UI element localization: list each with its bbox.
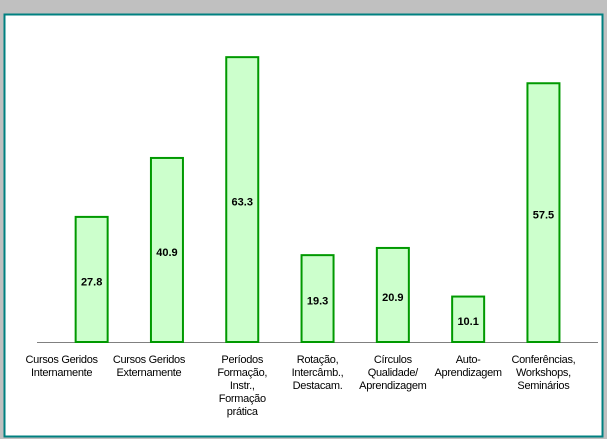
- x-tick-label: Períodos Formação, Instr., Formação prát…: [217, 354, 268, 418]
- bar: [225, 56, 260, 344]
- bar: [149, 156, 184, 343]
- x-tick-label: Rotação, Intercâmb., Destacam.: [291, 354, 344, 392]
- value-label: 57.5: [533, 210, 554, 222]
- bar: [74, 215, 109, 343]
- value-label: 63.3: [232, 196, 253, 208]
- bar: [451, 295, 486, 343]
- value-label: 10.1: [457, 316, 478, 328]
- value-label: 40.9: [156, 247, 177, 259]
- x-tick-label: Conferências, Workshops, Seminários: [511, 354, 576, 392]
- bar: [375, 246, 410, 343]
- x-tick-label: Cursos Geridos Externamente: [112, 354, 186, 379]
- value-label: 19.3: [307, 295, 328, 307]
- bar: [300, 254, 335, 343]
- x-tick-label: Auto- Aprendizagem: [434, 354, 502, 379]
- x-tick-label: Cursos Geridos Internamente: [25, 354, 99, 379]
- value-label: 20.9: [382, 292, 403, 304]
- x-tick-label: Círculos Qualidade/ Aprendizagem: [359, 354, 427, 392]
- value-label: 27.8: [81, 276, 102, 288]
- bar: [526, 82, 561, 343]
